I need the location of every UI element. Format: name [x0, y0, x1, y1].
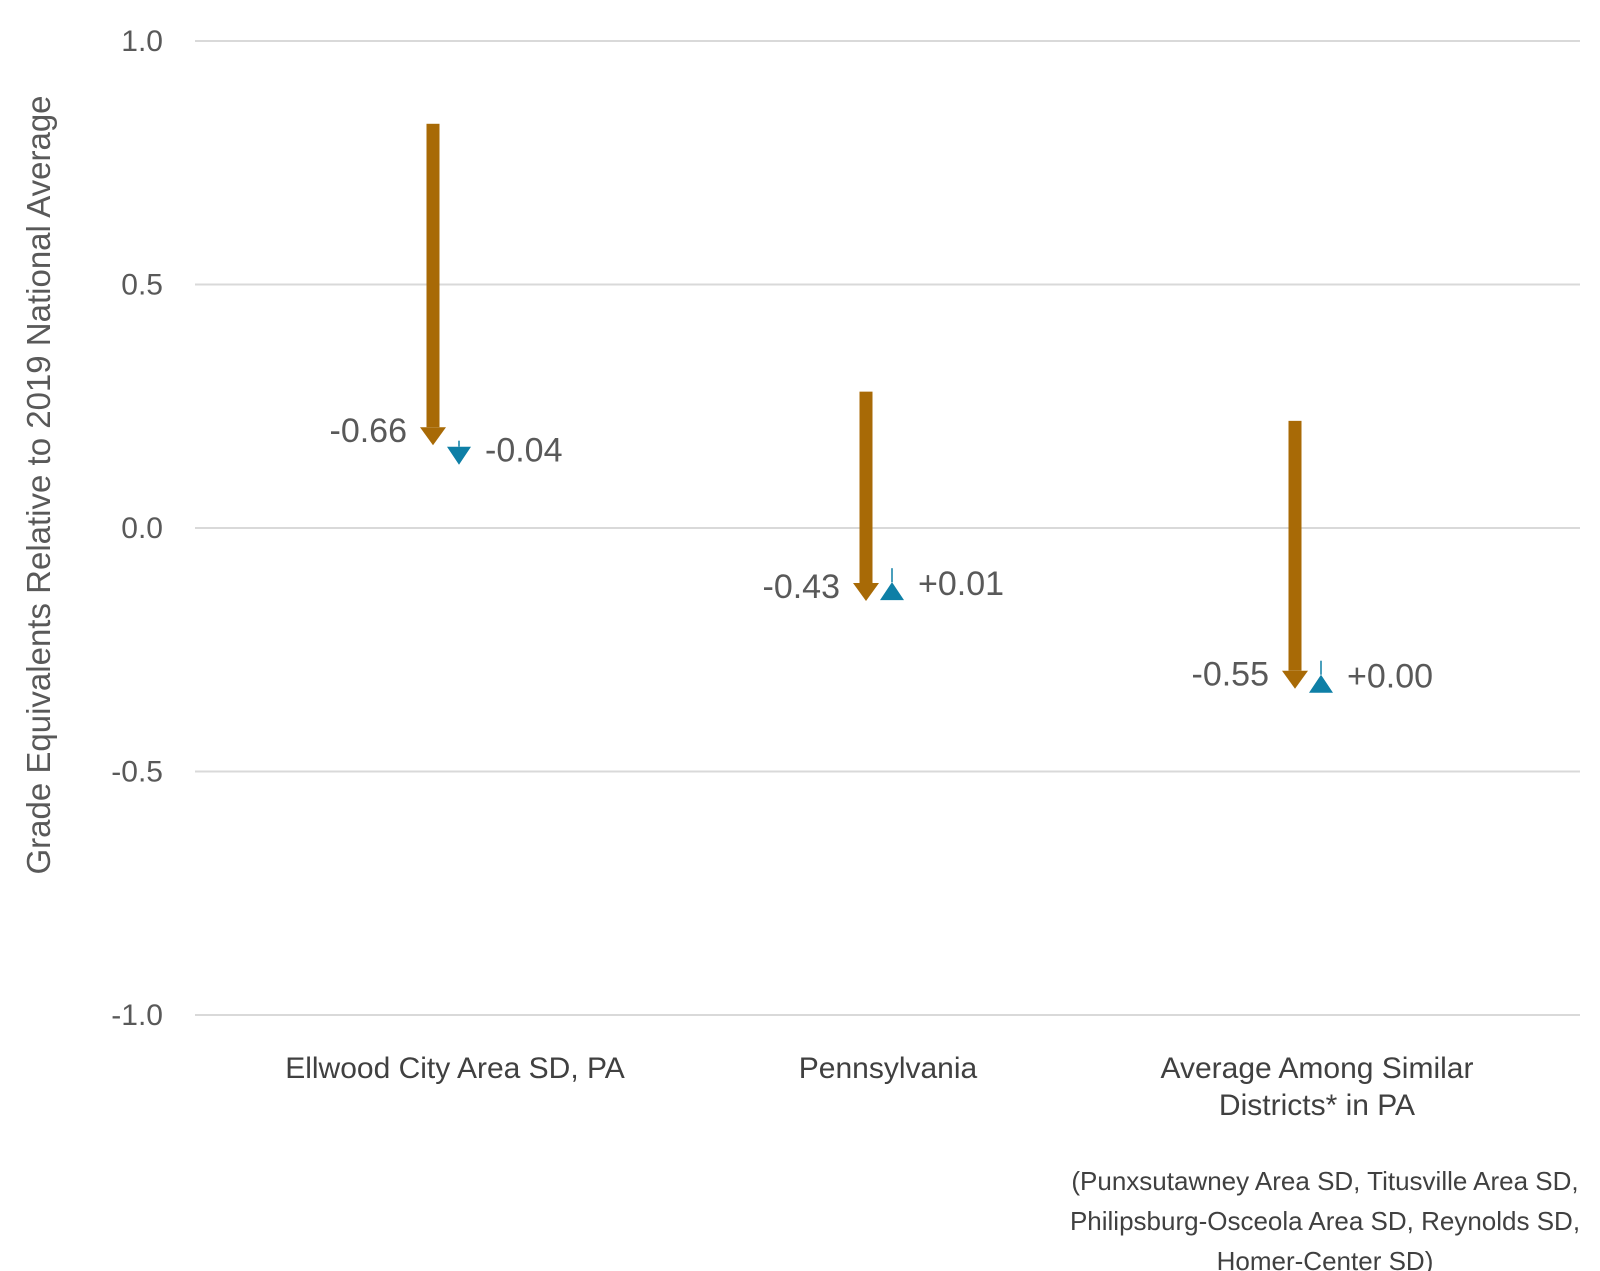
first-change-arrow-head — [1282, 670, 1308, 689]
first-change-arrow-head — [420, 427, 446, 446]
footnote-line: (Punxsutawney Area SD, Titusville Area S… — [1071, 1166, 1578, 1196]
first-change-arrow-shaft — [426, 123, 440, 428]
category-label: Ellwood City Area SD, PA — [285, 1052, 625, 1085]
category-labels: Ellwood City Area SD, PA Pennsylvania Aver… — [285, 1052, 1473, 1122]
footnote: (Punxsutawney Area SD, Titusville Area S… — [1070, 1166, 1580, 1271]
y-tick-label: 1.0 — [121, 25, 163, 58]
y-tick-label: 0.5 — [121, 269, 163, 302]
first-change-label: -0.55 — [1192, 656, 1270, 694]
footnote-line: Philipsburg-Osceola Area SD, Reynolds SD… — [1070, 1206, 1580, 1236]
second-change-label: -0.04 — [485, 432, 563, 470]
second-change-label: +0.01 — [918, 565, 1004, 603]
gridlines — [195, 40, 1580, 1016]
second-change-marker — [447, 446, 471, 465]
first-change-label: -0.43 — [763, 568, 841, 606]
y-tick-label: -0.5 — [111, 756, 163, 789]
y-axis-ticks: 1.0 0.5 0.0 -0.5 -1.0 — [111, 25, 163, 1032]
first-change-arrow-head — [853, 583, 879, 602]
category-label: Pennsylvania — [799, 1052, 978, 1085]
footnote-line: Homer-Center SD) — [1217, 1246, 1434, 1271]
y-axis-title: Grade Equivalents Relative to 2019 Natio… — [20, 95, 57, 874]
category-label: Average Among Similar — [1161, 1052, 1474, 1085]
category-label: Districts* in PA — [1219, 1089, 1415, 1122]
first-change-label: -0.66 — [330, 412, 408, 450]
y-tick-label: 0.0 — [121, 512, 163, 545]
second-change-label: +0.00 — [1347, 658, 1433, 696]
second-change-marker — [1309, 674, 1333, 693]
second-change-marker — [880, 582, 904, 601]
y-tick-label: -1.0 — [111, 999, 163, 1032]
arrow-marks — [420, 123, 1333, 693]
first-change-arrow-shaft — [859, 391, 873, 584]
first-change-arrow-shaft — [1288, 420, 1302, 671]
data-labels: -0.66 -0.04 -0.43 +0.01 -0.55 +0.00 — [330, 412, 1434, 696]
